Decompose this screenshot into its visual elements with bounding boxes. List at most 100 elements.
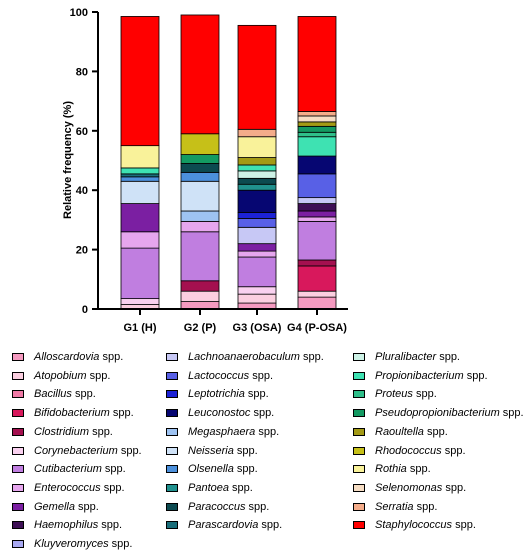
legend-suffix: spp. bbox=[228, 481, 253, 494]
x-tick-label: G3 (OSA) bbox=[233, 322, 282, 334]
legend-item: Kluyveromyces spp. bbox=[12, 537, 132, 551]
legend-swatch bbox=[166, 390, 178, 399]
bar-segment bbox=[180, 14, 220, 135]
legend-item: Rhodococcus spp. bbox=[353, 444, 466, 458]
legend-suffix: spp. bbox=[499, 407, 524, 420]
legend-swatch bbox=[12, 521, 24, 530]
legend-suffix: spp. bbox=[99, 351, 124, 363]
legend-item: Selenomonas spp. bbox=[353, 481, 466, 495]
y-axis-label: Relative frequency (%) bbox=[62, 101, 74, 219]
legend-item: Rothia spp. bbox=[353, 462, 431, 476]
legend-genus: Selenomonas bbox=[375, 481, 443, 494]
legend-swatch bbox=[353, 409, 365, 418]
legend-item: Clostridium spp. bbox=[12, 425, 113, 439]
legend-swatch bbox=[166, 502, 178, 511]
legend-suffix: spp. bbox=[245, 500, 270, 513]
bar-segment bbox=[120, 203, 160, 233]
legend-item: Leuconostoc spp. bbox=[166, 406, 274, 420]
legend-item: Haemophilus spp. bbox=[12, 518, 122, 532]
legend-swatch bbox=[353, 427, 365, 436]
legend-swatch bbox=[12, 465, 24, 474]
legend-swatch bbox=[353, 371, 365, 380]
legend-swatch bbox=[12, 483, 24, 492]
legend-genus: Pantoea bbox=[188, 481, 229, 494]
legend-genus: Alloscardovia bbox=[34, 351, 100, 363]
legend-suffix: spp. bbox=[406, 463, 431, 476]
bar-segment bbox=[120, 247, 160, 300]
bar-segment bbox=[297, 16, 337, 112]
legend-genus: Atopobium bbox=[34, 369, 87, 382]
y-tick-label: 60 bbox=[76, 126, 88, 138]
legend-genus: Staphylococcus bbox=[375, 519, 453, 532]
legend-item: Atopobium spp. bbox=[12, 369, 110, 383]
legend-item: Pseudopropionibacterium spp. bbox=[353, 406, 524, 420]
y-tick-label: 40 bbox=[76, 185, 88, 197]
bar-segment bbox=[297, 220, 337, 261]
y-tick-label: 80 bbox=[76, 66, 88, 78]
axes-layer bbox=[97, 12, 348, 310]
legend-genus: Rothia bbox=[375, 463, 407, 476]
legend-swatch bbox=[353, 521, 365, 530]
legend-item: Staphylococcus spp. bbox=[353, 518, 476, 532]
legend-genus: Megasphaera bbox=[188, 425, 256, 438]
legend-item: Corynebacterium spp. bbox=[12, 444, 142, 458]
legend-swatch bbox=[12, 353, 24, 361]
legend-genus: Leptotrichia bbox=[188, 388, 245, 401]
legend-genus: Serratia bbox=[375, 500, 414, 513]
legend-suffix: spp. bbox=[71, 388, 96, 401]
legend-genus: Corynebacterium bbox=[34, 444, 118, 457]
legend-swatch bbox=[12, 427, 24, 436]
legend-suffix: spp. bbox=[412, 388, 437, 401]
legend-suffix: spp. bbox=[442, 481, 467, 494]
legend-genus: Lachnoanaerobaculum bbox=[188, 351, 300, 363]
bar-segment bbox=[237, 24, 277, 130]
legend-swatch bbox=[353, 446, 365, 455]
legend-suffix: spp. bbox=[109, 407, 134, 420]
legend-suffix: spp. bbox=[250, 407, 275, 420]
bars-layer bbox=[120, 14, 337, 310]
legend-swatch bbox=[12, 446, 24, 455]
legend-suffix: spp. bbox=[249, 369, 274, 382]
legend-item: Pantoea spp. bbox=[166, 481, 253, 495]
legend-suffix: spp. bbox=[74, 500, 99, 513]
legend-swatch bbox=[166, 521, 178, 530]
legend-item: Lactococcus spp. bbox=[166, 369, 273, 383]
legend-suffix: spp. bbox=[100, 481, 125, 494]
legend-swatch bbox=[353, 353, 365, 361]
y-tick-label: 0 bbox=[82, 304, 88, 316]
legend-item: Paracoccus spp. bbox=[166, 500, 269, 514]
x-ticks: G1 (H) G2 (P) G3 (OSA) G4 (P-OSA) bbox=[124, 309, 347, 334]
legend-suffix: spp. bbox=[233, 444, 258, 457]
legend-genus: Bifidobacterium bbox=[34, 407, 110, 420]
legend-item: Proteus spp. bbox=[353, 387, 437, 401]
legend-genus: Kluyveromyces bbox=[34, 538, 109, 550]
legend-swatch bbox=[12, 390, 24, 399]
legend-suffix: spp. bbox=[244, 388, 269, 401]
legend-item: Lachnoanaerobaculum spp. bbox=[166, 350, 324, 364]
legend-genus: Cutibacterium bbox=[34, 463, 102, 476]
legend-genus: Propionibacterium bbox=[375, 369, 464, 382]
x-tick-label: G4 (P-OSA) bbox=[287, 322, 347, 334]
legend-suffix: spp. bbox=[98, 519, 123, 532]
legend-swatch bbox=[353, 390, 365, 399]
legend-suffix: spp. bbox=[255, 425, 280, 438]
legend-genus: Raoultella bbox=[375, 425, 424, 438]
legend-genus: Bacillus bbox=[34, 388, 72, 401]
legend-genus: Haemophilus bbox=[34, 519, 99, 532]
legend-swatch bbox=[12, 371, 24, 380]
legend-genus: Proteus bbox=[375, 388, 413, 401]
legend-swatch bbox=[353, 502, 365, 511]
legend-suffix: spp. bbox=[423, 425, 448, 438]
legend-item: Leptotrichia spp. bbox=[166, 387, 269, 401]
legend-item: Parascardovia spp. bbox=[166, 518, 282, 532]
legend-genus: Paracoccus bbox=[188, 500, 246, 513]
legend-suffix: spp. bbox=[413, 500, 438, 513]
legend-swatch bbox=[12, 502, 24, 511]
legend-suffix: spp. bbox=[89, 425, 113, 438]
legend-swatch bbox=[353, 465, 365, 474]
legend-item: Alloscardovia spp. bbox=[12, 350, 123, 364]
legend-swatch bbox=[12, 540, 24, 548]
legend-genus: Pseudopropionibacterium bbox=[375, 407, 500, 420]
legend-suffix: spp. bbox=[463, 369, 488, 382]
legend-suffix: spp. bbox=[299, 351, 324, 363]
